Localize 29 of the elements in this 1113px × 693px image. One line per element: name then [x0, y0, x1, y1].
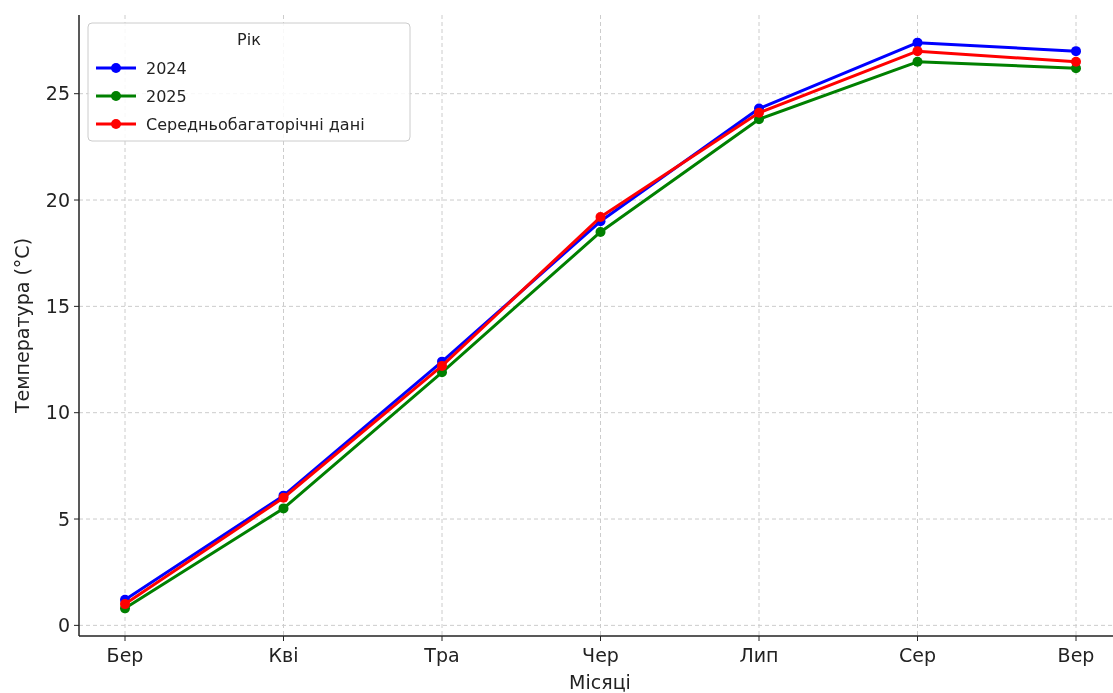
x-tick-label: Лип	[739, 644, 779, 666]
y-tick-label: 5	[57, 507, 70, 530]
x-tick-label: Вер	[1057, 644, 1095, 666]
y-axis-title: Температура (°C)	[11, 237, 33, 415]
point	[1071, 56, 1081, 67]
legend-label: Середньобагаторічні дані	[146, 114, 365, 134]
y-tick-label: 15	[45, 295, 70, 318]
legend-label: 2025	[146, 86, 187, 106]
legend-title: Рік	[237, 30, 262, 49]
y-tick-label: 10	[45, 401, 70, 424]
point	[595, 212, 606, 223]
point	[912, 46, 923, 57]
y-tick-label: 0	[57, 614, 70, 637]
point	[437, 360, 447, 371]
legend-label: 2024	[146, 58, 187, 78]
x-tick-label: Кві	[268, 644, 299, 666]
point	[1071, 46, 1081, 57]
x-tick-label: Сер	[898, 644, 937, 666]
point	[595, 226, 606, 237]
y-tick-label: 20	[45, 188, 70, 211]
x-tick-label: Бер	[106, 644, 144, 666]
x-tick-label: Тра	[423, 644, 460, 666]
x-axis-title: Місяці	[569, 671, 631, 693]
point	[120, 599, 130, 610]
y-tick-label: 25	[45, 82, 70, 105]
x-tick-label: Чер	[582, 644, 619, 666]
point	[912, 56, 923, 67]
point	[754, 107, 764, 118]
point	[278, 503, 289, 514]
